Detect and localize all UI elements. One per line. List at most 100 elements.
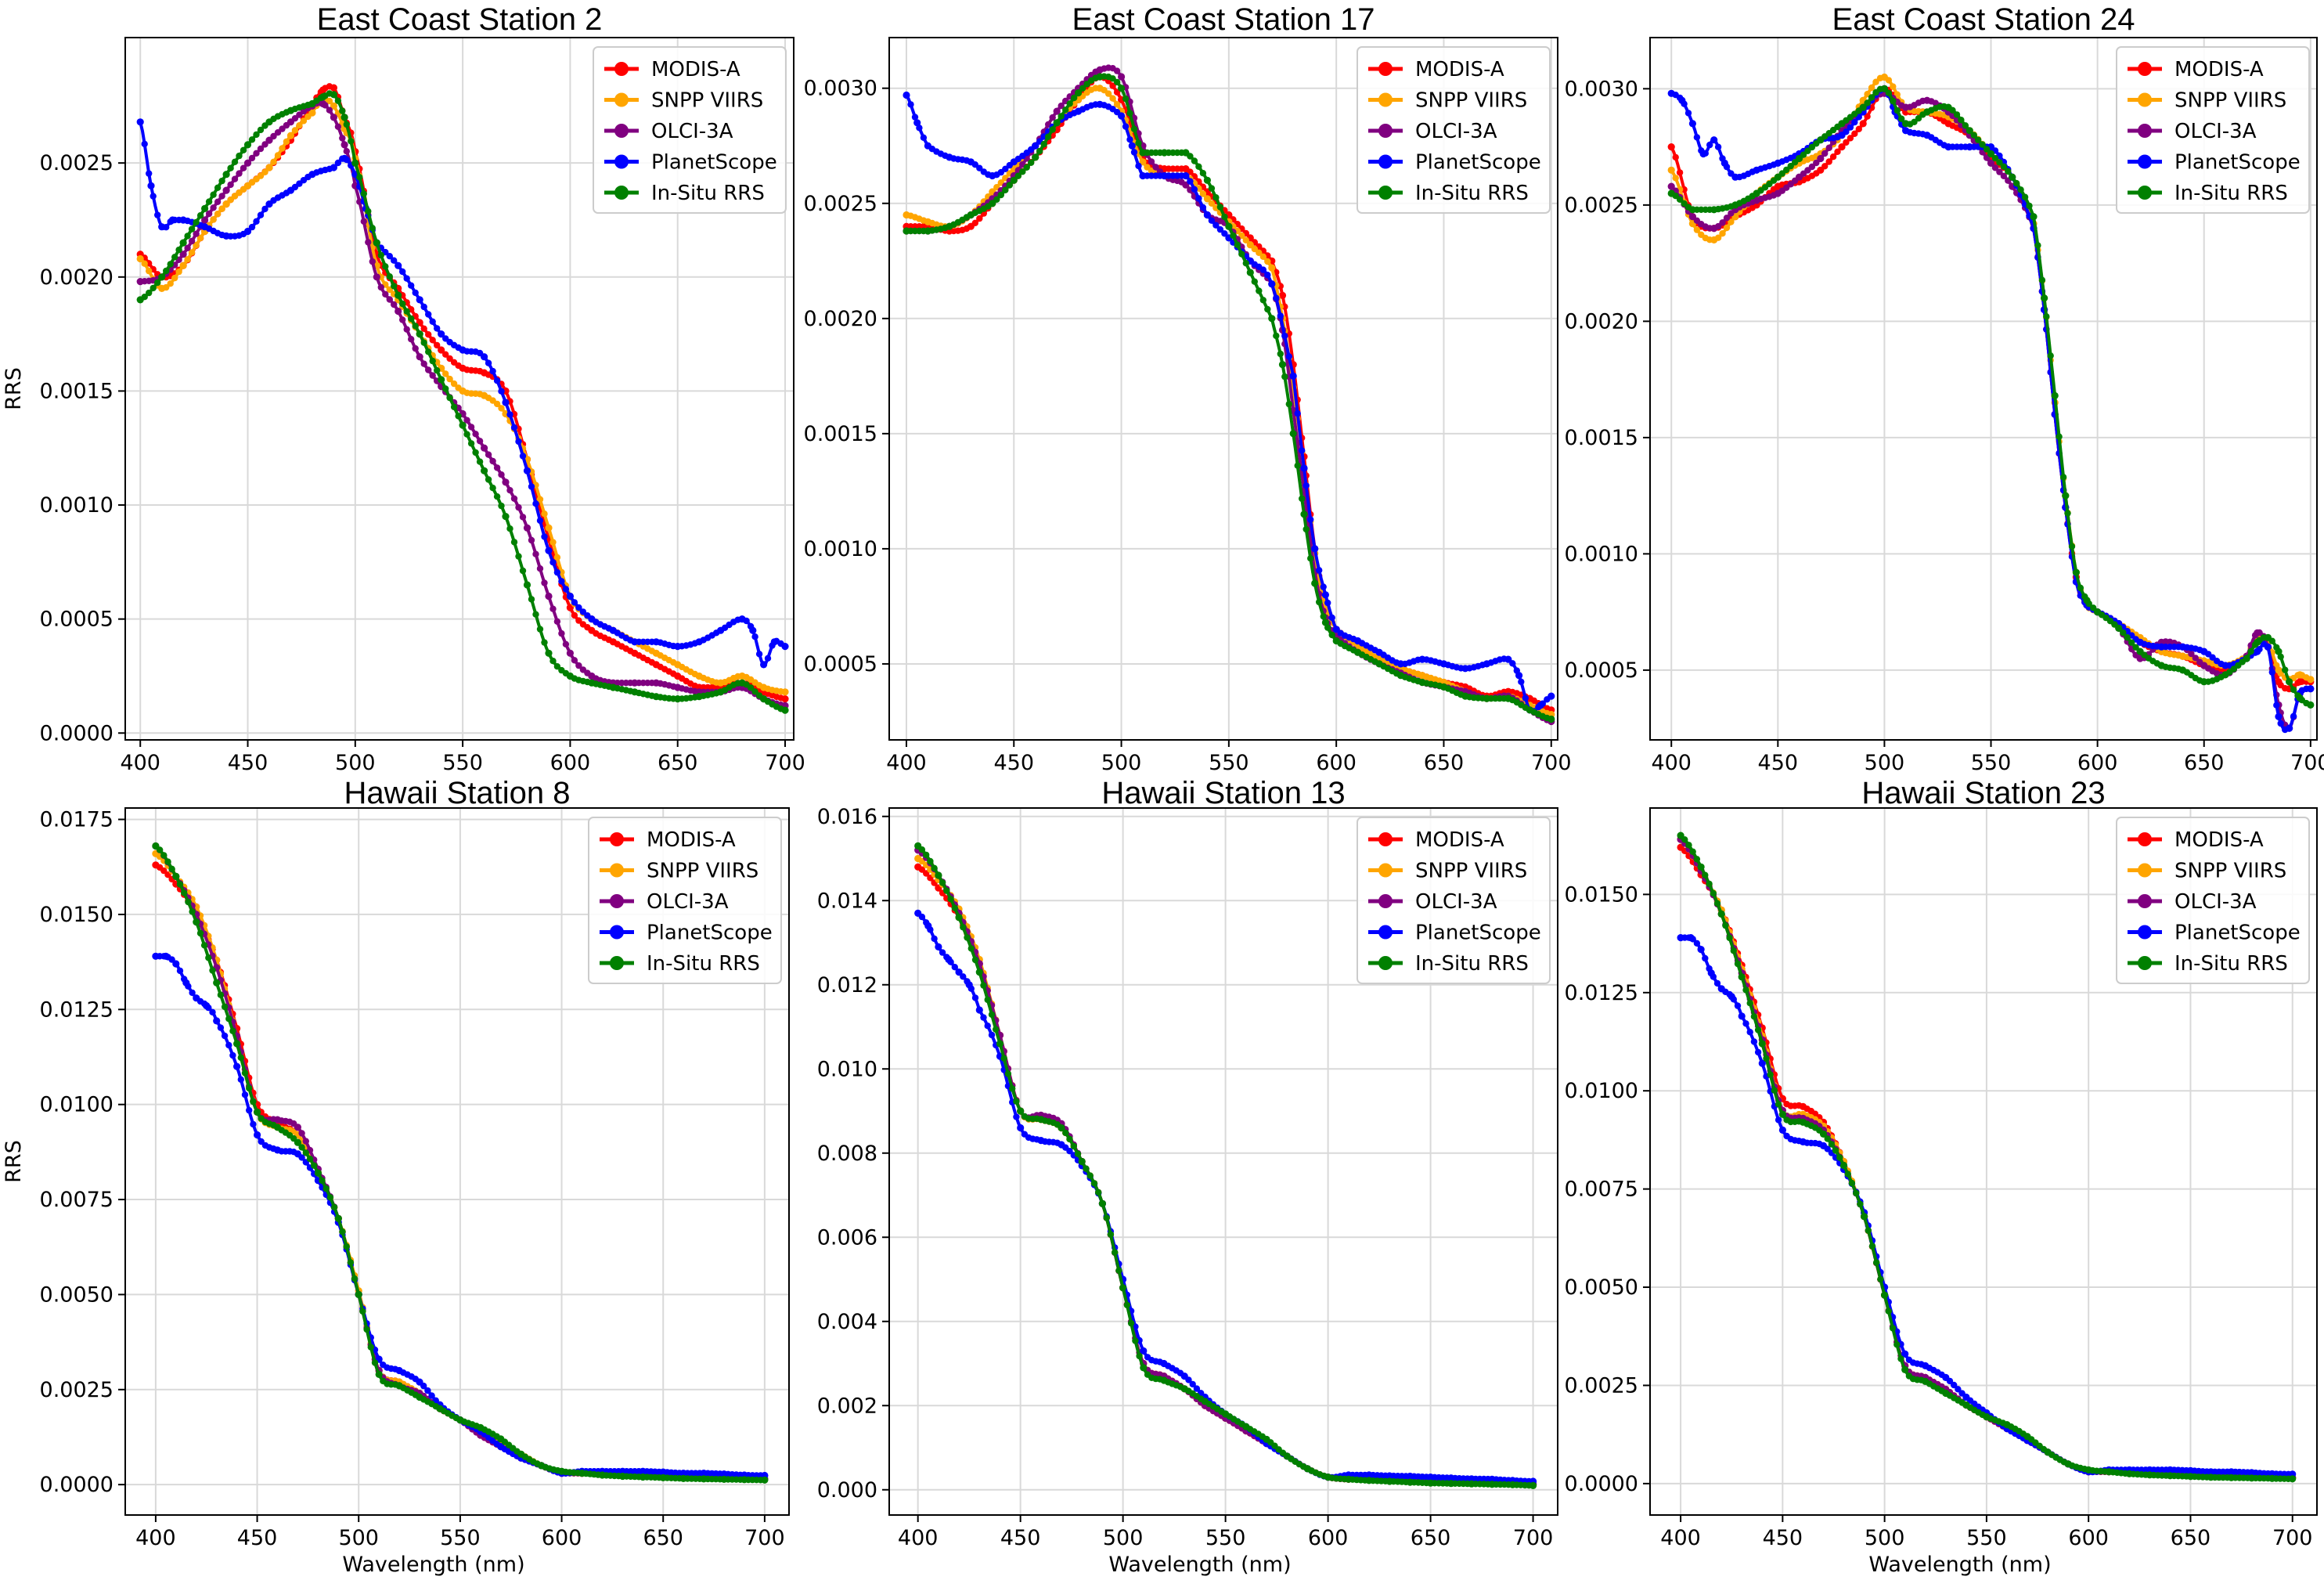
data-point bbox=[250, 1098, 257, 1106]
data-point bbox=[1096, 73, 1104, 81]
data-point bbox=[1127, 1319, 1135, 1327]
legend-entry: PlanetScope bbox=[600, 922, 773, 945]
data-point bbox=[1817, 136, 1825, 144]
data-point bbox=[1058, 1124, 1065, 1132]
data-point bbox=[2178, 666, 2187, 674]
legend-entry: In-Situ RRS bbox=[1368, 182, 1529, 205]
data-point bbox=[2290, 686, 2297, 694]
data-point bbox=[1970, 132, 1977, 139]
data-point bbox=[1983, 146, 1991, 153]
data-point bbox=[217, 1024, 225, 1031]
data-point bbox=[225, 1041, 232, 1049]
data-point bbox=[1049, 114, 1056, 121]
data-point bbox=[700, 1475, 708, 1483]
x-tick-label: 700 bbox=[1513, 1526, 1554, 1550]
data-point bbox=[391, 257, 398, 264]
y-tick-label: 0.0020 bbox=[1565, 309, 1638, 334]
data-point bbox=[1332, 637, 1340, 645]
data-point bbox=[515, 438, 522, 446]
data-point bbox=[781, 643, 789, 651]
data-point bbox=[566, 672, 575, 680]
legend-box bbox=[588, 817, 782, 984]
data-point bbox=[1783, 166, 1790, 174]
data-point bbox=[326, 1194, 334, 1201]
data-point bbox=[751, 688, 758, 695]
data-point bbox=[566, 592, 575, 601]
data-point bbox=[425, 311, 432, 318]
x-tick-label: 700 bbox=[1531, 751, 1572, 775]
x-tick-label: 600 bbox=[542, 1526, 582, 1550]
x-tick-label: 500 bbox=[1865, 751, 1905, 775]
data-point bbox=[1851, 130, 1858, 137]
data-point bbox=[221, 1032, 229, 1040]
data-point bbox=[1723, 215, 1731, 222]
data-point bbox=[1825, 144, 1832, 151]
data-point bbox=[434, 366, 441, 374]
data-point bbox=[2041, 294, 2048, 302]
data-point bbox=[927, 857, 934, 865]
data-point bbox=[1066, 100, 1073, 107]
data-point bbox=[761, 1476, 769, 1484]
data-point bbox=[1242, 1423, 1250, 1430]
data-point bbox=[214, 211, 222, 218]
data-point bbox=[631, 638, 639, 646]
y-tick-label: 0.008 bbox=[817, 1142, 877, 1166]
data-point bbox=[674, 684, 682, 691]
data-point bbox=[747, 684, 755, 691]
data-point bbox=[201, 216, 209, 224]
data-point bbox=[510, 539, 518, 546]
data-point bbox=[386, 273, 393, 280]
data-point bbox=[253, 150, 260, 157]
data-point bbox=[218, 205, 225, 212]
data-point bbox=[472, 449, 479, 456]
data-point bbox=[1829, 153, 1837, 161]
legend-entry: In-Situ RRS bbox=[2128, 182, 2288, 205]
data-point bbox=[196, 929, 204, 937]
data-point bbox=[907, 101, 914, 108]
data-point bbox=[695, 638, 703, 646]
data-point bbox=[136, 278, 144, 286]
data-point bbox=[1979, 141, 1986, 148]
data-point bbox=[1915, 115, 1922, 122]
data-point bbox=[481, 467, 488, 474]
data-point bbox=[1975, 136, 1982, 143]
x-tick-label: 400 bbox=[1651, 751, 1692, 775]
data-point bbox=[2051, 391, 2059, 399]
data-point bbox=[1222, 1410, 1230, 1418]
data-point bbox=[1201, 1398, 1209, 1405]
data-point bbox=[993, 1026, 1000, 1033]
data-point bbox=[598, 1471, 607, 1479]
data-point bbox=[1375, 660, 1383, 668]
data-point bbox=[2254, 638, 2261, 646]
data-point bbox=[1058, 113, 1065, 120]
chart-title: East Coast Station 17 bbox=[1072, 2, 1375, 37]
data-point bbox=[2000, 172, 2008, 179]
data-point bbox=[209, 1008, 216, 1016]
data-point bbox=[136, 118, 144, 126]
data-point bbox=[265, 164, 273, 171]
data-point bbox=[200, 942, 208, 949]
legend-label: PlanetScope bbox=[1415, 151, 1541, 175]
data-point bbox=[1710, 236, 1718, 243]
data-point bbox=[2286, 724, 2293, 732]
data-point bbox=[319, 93, 327, 101]
data-point bbox=[1880, 85, 1888, 92]
data-point bbox=[1259, 266, 1267, 273]
data-point bbox=[416, 353, 423, 361]
data-point bbox=[1285, 400, 1293, 408]
data-point bbox=[343, 121, 350, 128]
data-point bbox=[493, 493, 501, 500]
data-point bbox=[154, 279, 161, 287]
data-point bbox=[519, 453, 527, 460]
y-tick-label: 0.000 bbox=[817, 1478, 877, 1502]
data-point bbox=[2062, 492, 2070, 500]
plot-area bbox=[136, 83, 789, 714]
legend-entry: OLCI-3A bbox=[2128, 120, 2257, 143]
data-point bbox=[575, 617, 582, 624]
data-point bbox=[764, 655, 772, 662]
data-point bbox=[429, 372, 436, 379]
data-point bbox=[168, 216, 176, 224]
data-point bbox=[152, 842, 160, 850]
data-point bbox=[738, 615, 746, 623]
data-point bbox=[1113, 101, 1121, 108]
